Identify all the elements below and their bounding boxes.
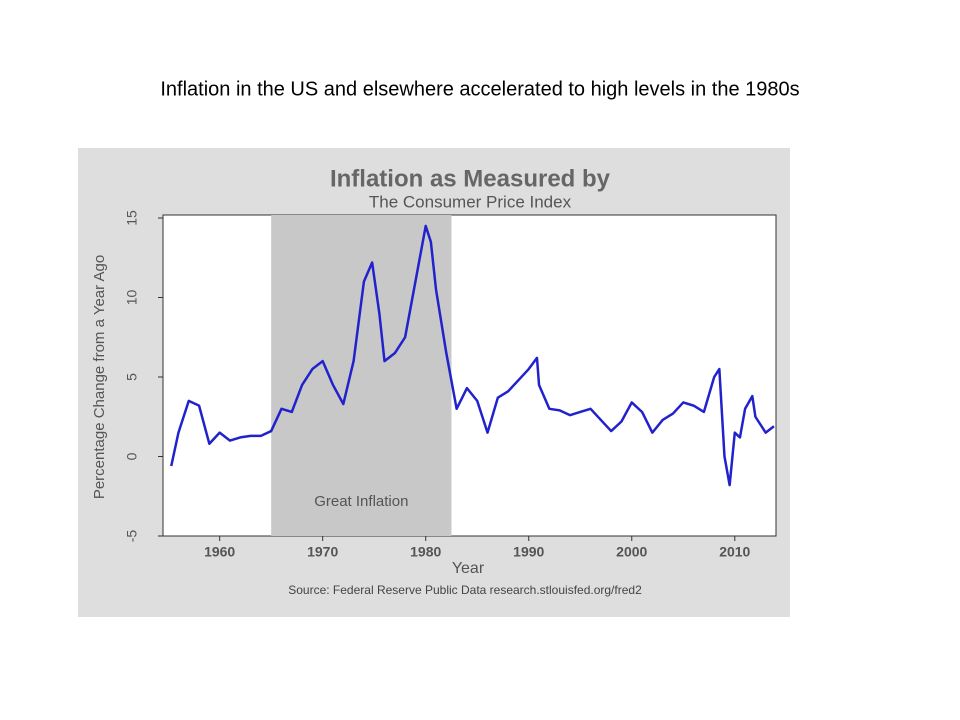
y-tick-label: -5 [124, 530, 140, 543]
y-tick-label: 0 [124, 452, 140, 460]
x-tick-label: 1980 [410, 544, 441, 560]
inflation-line [170, 224, 775, 487]
x-tick-label: 1960 [204, 544, 235, 560]
y-tick-label: 10 [124, 290, 140, 306]
chart-title: Inflation as Measured by [330, 165, 611, 192]
slide-title: Inflation in the US and elsewhere accele… [160, 78, 799, 100]
x-tick-label: 1990 [513, 544, 544, 560]
chart-subtitle: The Consumer Price Index [369, 192, 572, 211]
source: Source: Federal Reserve Public Data rese… [288, 583, 642, 597]
plot-area [162, 214, 777, 537]
x-tick-label: 2010 [719, 544, 750, 560]
x-tick-label: 2000 [616, 544, 647, 560]
y-tick-label: 5 [124, 373, 140, 381]
y-tick-label: 15 [124, 210, 140, 226]
annotation: Great Inflation [314, 493, 408, 510]
y-axis-label: Percentage Change from a Year Ago [91, 255, 108, 499]
x-tick-label: 1970 [307, 544, 338, 560]
shaded-period [271, 215, 452, 536]
x-axis-label: Year [452, 560, 485, 577]
